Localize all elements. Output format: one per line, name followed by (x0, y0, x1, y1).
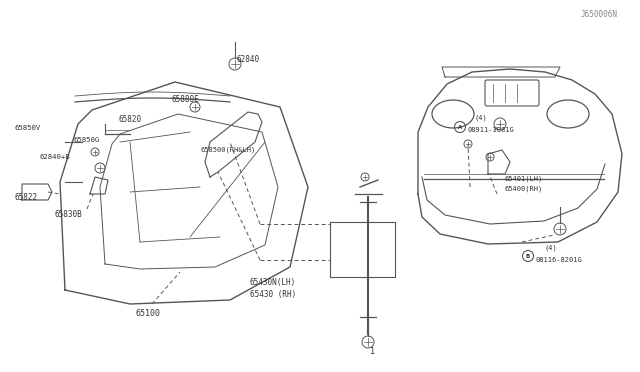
Text: 65830B: 65830B (54, 209, 82, 218)
Text: 62840: 62840 (236, 55, 260, 64)
Text: 65850G: 65850G (74, 137, 100, 143)
Text: (4): (4) (475, 115, 488, 121)
Text: J650006N: J650006N (581, 10, 618, 19)
Text: 65430 (RH): 65430 (RH) (250, 289, 296, 298)
Text: (4): (4) (545, 245, 557, 251)
Text: 65880E: 65880E (171, 94, 199, 103)
Text: 65100: 65100 (136, 310, 161, 318)
Text: 62840+B: 62840+B (40, 154, 70, 160)
Text: 08116-8201G: 08116-8201G (536, 257, 583, 263)
Text: 65850V: 65850V (14, 125, 40, 131)
Text: 65430N(LH): 65430N(LH) (250, 278, 296, 286)
Text: 65400(RH): 65400(RH) (505, 186, 543, 192)
Text: B: B (526, 253, 530, 259)
Text: 658500(RH&LH): 658500(RH&LH) (200, 147, 255, 153)
Text: 65822: 65822 (14, 192, 37, 202)
Text: 65820: 65820 (118, 115, 141, 124)
Text: 1: 1 (371, 347, 376, 356)
Text: A: A (458, 125, 462, 129)
Text: 65401(LH): 65401(LH) (505, 176, 543, 182)
Text: 08911-1081G: 08911-1081G (468, 127, 515, 133)
